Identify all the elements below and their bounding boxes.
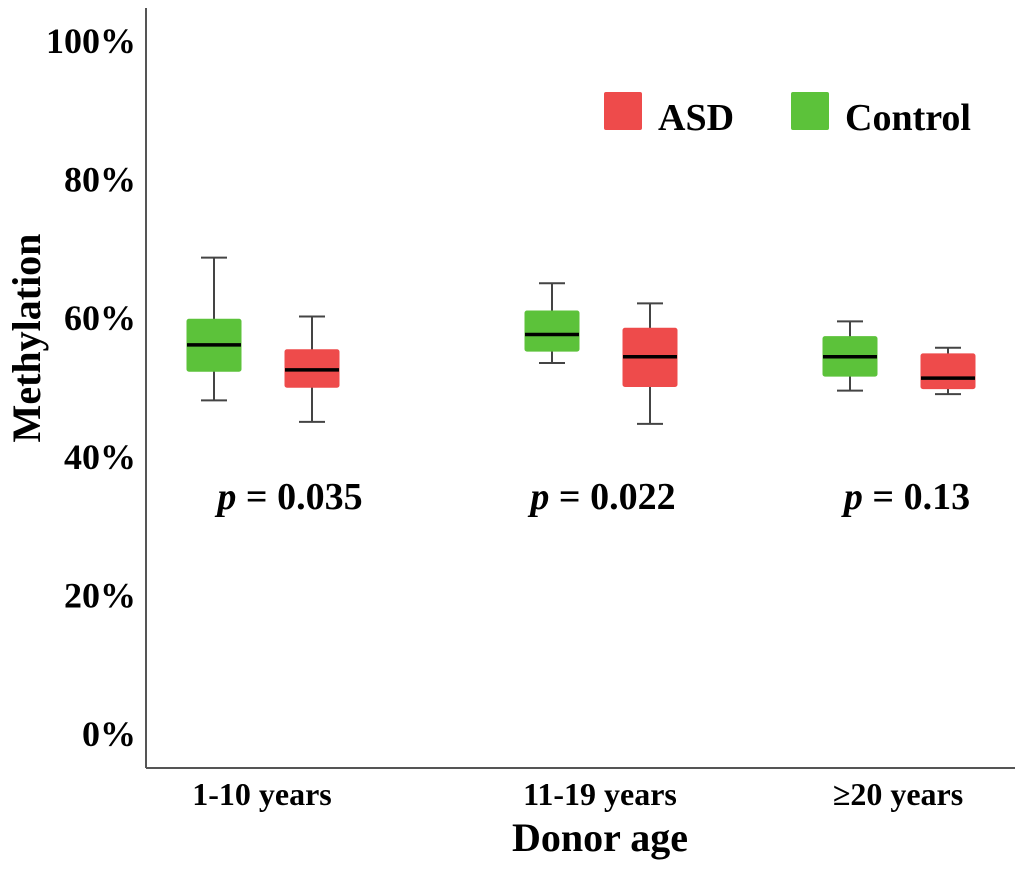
- legend-label-control: Control: [845, 97, 971, 139]
- y-tick-label: 80%: [64, 160, 136, 200]
- p-value-label: p = 0.035: [214, 476, 362, 518]
- p-symbol: p: [841, 476, 863, 518]
- p-value-label: p = 0.13: [841, 476, 970, 518]
- box-asd-1: [284, 315, 340, 423]
- y-tick-label: 40%: [64, 437, 136, 477]
- x-axis-title: Donor age: [512, 815, 688, 860]
- axes: [145, 8, 1015, 769]
- p-value-label: p = 0.022: [527, 476, 675, 518]
- y-tick-label: 20%: [64, 575, 136, 615]
- p-value-text: = 0.035: [236, 476, 362, 518]
- x-tick-labels: 1-10 years 11-19 years ≥20 years: [192, 776, 963, 812]
- y-tick-label: 0%: [82, 714, 136, 754]
- box-asd-3: [920, 346, 976, 396]
- x-tick-label: 11-19 years: [523, 776, 677, 812]
- legend: ASD Control: [604, 92, 971, 139]
- y-axis-title: Methylation: [4, 234, 49, 443]
- y-tick-label: 100%: [46, 21, 136, 61]
- p-symbol: p: [214, 476, 236, 518]
- p-value-text: = 0.022: [549, 476, 675, 518]
- p-symbol: p: [527, 476, 549, 518]
- y-tick-labels: 0% 20% 40% 60% 80% 100%: [46, 21, 136, 754]
- boxes: [186, 256, 976, 425]
- y-tick-label: 60%: [64, 298, 136, 338]
- box-control-3: [822, 320, 878, 392]
- legend-swatch-control: [791, 92, 829, 130]
- x-tick-label: ≥20 years: [833, 776, 963, 812]
- box-control-2: [524, 282, 580, 364]
- box-asd-2: [622, 302, 678, 425]
- p-value-annotations: p = 0.035 p = 0.022 p = 0.13: [214, 476, 970, 518]
- p-value-text: = 0.13: [863, 476, 970, 518]
- x-tick-label: 1-10 years: [192, 776, 332, 812]
- legend-label-asd: ASD: [658, 97, 734, 139]
- legend-swatch-asd: [604, 92, 642, 130]
- iqr-box: [920, 353, 976, 390]
- box-control-1: [186, 256, 242, 402]
- iqr-box: [524, 310, 580, 352]
